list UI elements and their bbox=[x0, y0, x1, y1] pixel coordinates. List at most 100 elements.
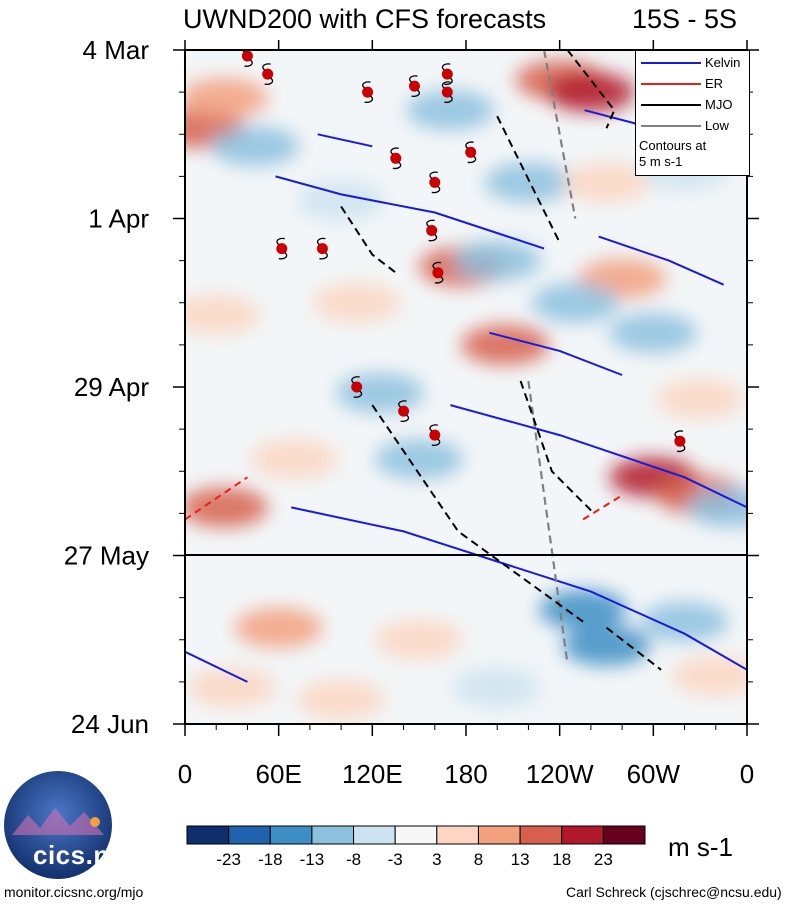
colorbar-label: 8 bbox=[474, 850, 483, 869]
colorbar-label: -3 bbox=[388, 850, 403, 869]
contour-layer bbox=[185, 50, 747, 683]
er-contour bbox=[582, 494, 623, 521]
colorbar-label: 18 bbox=[552, 850, 571, 869]
anomaly-blob bbox=[234, 607, 323, 648]
anomaly-blob bbox=[375, 619, 464, 660]
colorbar-label: -18 bbox=[258, 850, 283, 869]
colorbar-swatch bbox=[436, 825, 479, 845]
y-tick-label: 1 Apr bbox=[88, 204, 149, 234]
anomaly-blob bbox=[484, 162, 573, 203]
anomaly-blob bbox=[609, 312, 698, 353]
anomaly-blob bbox=[562, 625, 651, 666]
colorbar-label: -13 bbox=[300, 850, 325, 869]
cicsnc-logo bbox=[4, 771, 112, 879]
y-tick-label: 4 Mar bbox=[83, 35, 150, 65]
kelvin-contour bbox=[489, 331, 623, 376]
cyclone-icon bbox=[426, 219, 438, 242]
legend-item-low: Low bbox=[639, 118, 749, 134]
er-contour bbox=[185, 476, 248, 521]
x-tick-label: 60E bbox=[256, 759, 302, 789]
colorbar-swatch bbox=[602, 825, 646, 845]
anomaly-blob bbox=[531, 282, 620, 323]
anomaly-blob bbox=[250, 439, 339, 480]
anomaly-blob bbox=[297, 679, 386, 720]
colorbar-swatch bbox=[477, 825, 521, 845]
cyclone-icon bbox=[408, 75, 421, 97]
anomaly-blob bbox=[687, 487, 747, 528]
axes: 0 60E 120E 180 120W 60W 0 4 Mar 1 Apr 29 Apr 27 Ma… bbox=[64, 35, 759, 789]
cyclone-layer bbox=[241, 50, 686, 453]
footer-credit: Carl Schreck (cjschrec@ncsu.edu) bbox=[566, 884, 782, 900]
cyclone-icon bbox=[674, 430, 686, 453]
anomaly-blob bbox=[546, 72, 635, 113]
cyclone-icon bbox=[276, 237, 288, 260]
cyclone-icon bbox=[429, 171, 441, 194]
anomaly-blob bbox=[453, 240, 542, 281]
anomaly-blob bbox=[461, 324, 550, 365]
cyclone-icon bbox=[316, 237, 328, 260]
cyclone-icon bbox=[390, 147, 402, 170]
colorbar-label: 23 bbox=[594, 850, 613, 869]
anomaly-blob bbox=[640, 601, 729, 642]
y-tick-label: 24 Jun bbox=[71, 709, 149, 739]
cyclone-icon bbox=[441, 81, 453, 103]
colorbar-swatch bbox=[269, 825, 313, 845]
cyclone-icon bbox=[262, 63, 274, 85]
kelvin-contour bbox=[317, 133, 373, 148]
kelvin-contour bbox=[290, 506, 747, 671]
legend-item-kelvin: Kelvin bbox=[639, 55, 749, 71]
kelvin-contour bbox=[275, 175, 545, 250]
colorbar-swatch bbox=[311, 825, 355, 845]
cyclone-icon bbox=[241, 50, 253, 67]
colorbar-swatch bbox=[561, 825, 604, 845]
colorbar-units: m s-1 bbox=[668, 832, 733, 862]
footer-url: monitor.cicsnc.org/mjo bbox=[4, 884, 144, 900]
anomaly-blob bbox=[671, 655, 747, 696]
anomaly-blob bbox=[406, 90, 495, 131]
kelvin-contour bbox=[450, 404, 747, 509]
x-tick-label: 0 bbox=[740, 759, 754, 789]
mjo-contour bbox=[605, 626, 662, 671]
anomaly-blob bbox=[211, 126, 300, 167]
anomaly-blob bbox=[453, 667, 542, 708]
colorbar-label: 13 bbox=[511, 850, 530, 869]
colorbar: -23 -18 -13 -8 -3 3 8 13 18 23 bbox=[186, 825, 646, 869]
x-tick-label: 0 bbox=[178, 759, 192, 789]
cyclone-icon bbox=[441, 63, 453, 85]
colorbar-swatch bbox=[353, 825, 396, 845]
y-tick-label: 27 May bbox=[64, 541, 149, 571]
mjo-contour bbox=[496, 115, 561, 244]
legend-contour-note: Contours at 5 m s-1 bbox=[639, 138, 707, 169]
anomaly-blob bbox=[297, 180, 386, 221]
cyclone-icon bbox=[465, 141, 477, 164]
anomaly-blob bbox=[185, 294, 261, 335]
colorbar-swatch bbox=[228, 825, 271, 845]
anomaly-blob bbox=[562, 162, 651, 203]
legend-item-er: ER bbox=[639, 76, 749, 92]
anomaly-blob bbox=[185, 487, 269, 528]
colorbar-label: -8 bbox=[346, 850, 361, 869]
x-tick-label: 60W bbox=[627, 759, 681, 789]
colorbar-swatch bbox=[186, 825, 230, 845]
kelvin-contour bbox=[185, 650, 248, 683]
anomaly-blob bbox=[312, 282, 401, 323]
cyclone-icon bbox=[398, 400, 410, 422]
anomaly-blob bbox=[336, 373, 425, 414]
colorbar-swatch bbox=[394, 825, 438, 845]
anomaly-blob bbox=[539, 589, 628, 630]
low-contour bbox=[543, 50, 577, 219]
colorbar-label: -23 bbox=[216, 850, 241, 869]
kelvin-contour bbox=[598, 235, 725, 286]
anomaly-blob bbox=[656, 379, 745, 420]
legend-item-mjo: MJO bbox=[639, 97, 749, 113]
y-tick-label: 29 Apr bbox=[74, 372, 150, 402]
mjo-contour bbox=[519, 380, 595, 515]
anomaly-blob bbox=[185, 78, 269, 119]
x-tick-label: 120W bbox=[526, 759, 594, 789]
cyclone-icon bbox=[432, 261, 444, 284]
x-tick-label: 120E bbox=[342, 759, 403, 789]
low-contour bbox=[527, 380, 569, 664]
logo-text: cics.nc bbox=[33, 840, 125, 870]
colorbar-label: 3 bbox=[432, 850, 441, 869]
